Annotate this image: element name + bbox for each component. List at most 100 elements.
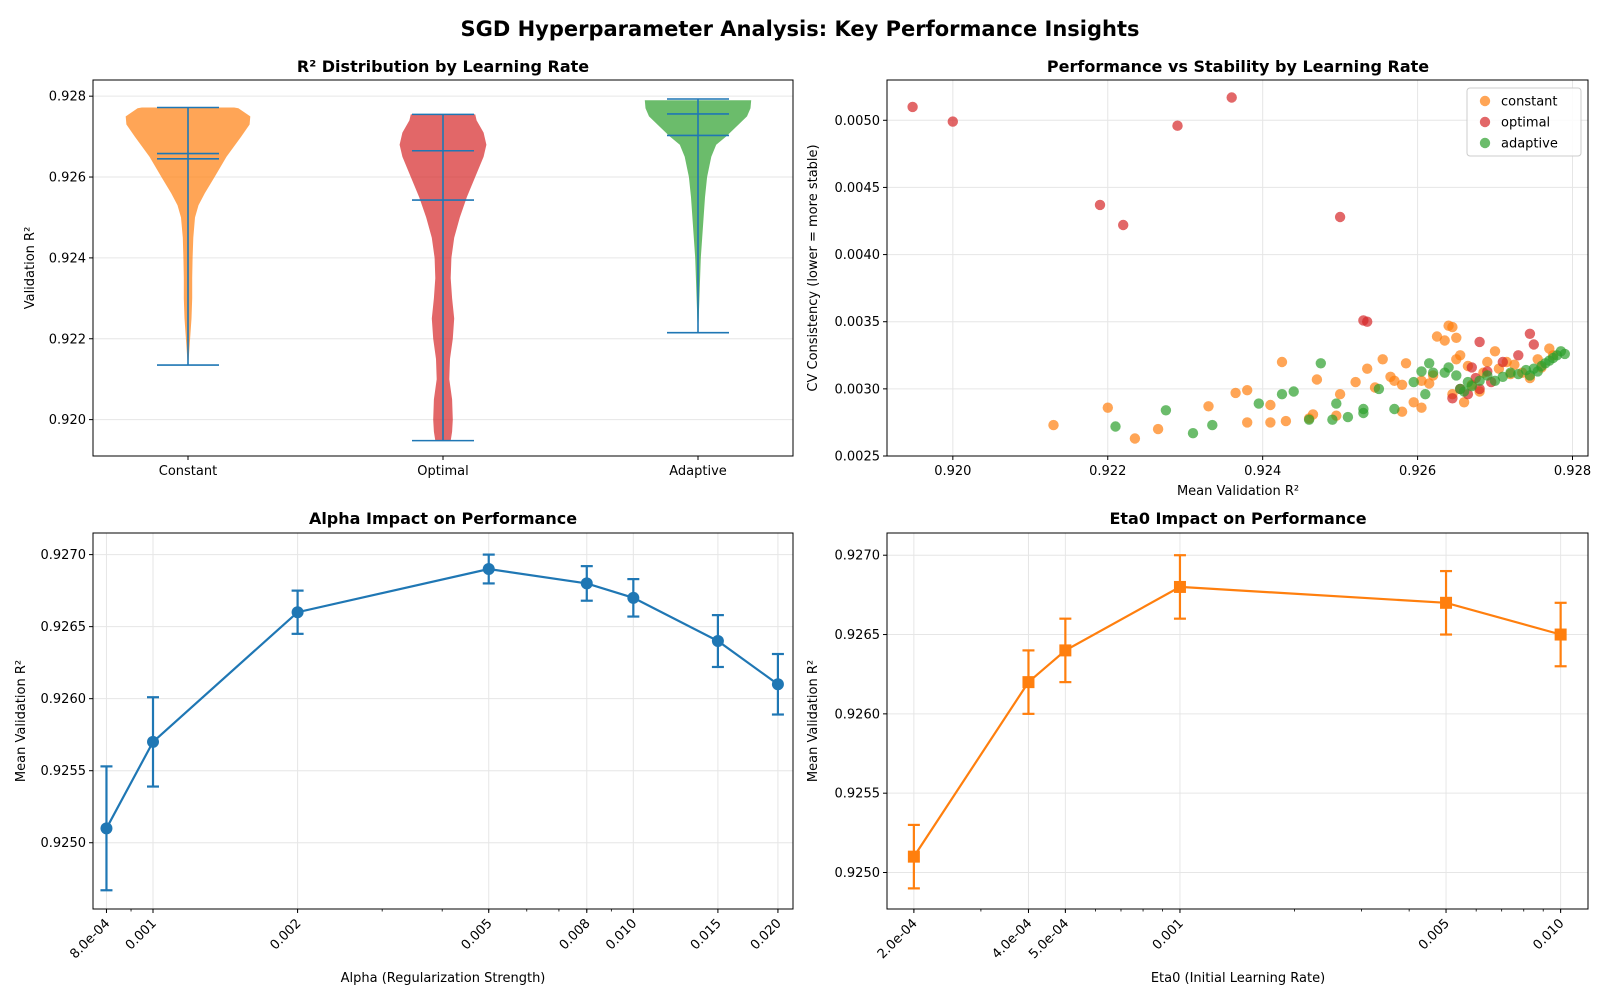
- scatter-ylabel: CV Consistency (lower = more stable): [806, 144, 821, 391]
- alpha-axes-frame: [92, 532, 794, 910]
- scatter-point-constant: [1311, 374, 1323, 385]
- scatter-point-adaptive: [1489, 375, 1501, 386]
- scatter-point-adaptive: [1331, 398, 1342, 409]
- scatter-point-optimal: [947, 116, 958, 127]
- scatter-point-constant: [1451, 332, 1462, 343]
- alpha-point: [291, 606, 304, 619]
- alpha-ytick-label: 0.9270: [41, 548, 87, 563]
- scatter-point-optimal: [1362, 316, 1373, 327]
- scatter-point-constant: [1389, 375, 1400, 386]
- scatter-point-constant: [1455, 350, 1466, 361]
- alpha-point: [627, 591, 640, 604]
- scatter-point-optimal: [1172, 120, 1183, 131]
- scatter-point-optimal: [907, 101, 918, 113]
- scatter-point-adaptive: [1474, 375, 1485, 386]
- figure-suptitle: SGD Hyperparameter Analysis: Key Perform…: [460, 17, 1139, 41]
- scatter-point-constant: [1276, 356, 1288, 368]
- alpha-xlabel: Alpha (Regularization Strength): [341, 971, 546, 986]
- scatter-point-constant: [1334, 389, 1346, 400]
- alpha-xtick-label: 0.005: [459, 916, 496, 953]
- eta0-ytick-label: 0.9265: [835, 628, 881, 643]
- scatter-point-adaptive: [1207, 419, 1218, 431]
- alpha-point: [771, 678, 784, 691]
- scatter-point-adaptive: [1416, 366, 1427, 377]
- alpha-series-line: [105, 567, 779, 829]
- scatter-point-constant: [1400, 358, 1412, 369]
- scatter-point-adaptive: [1110, 421, 1121, 432]
- scatter-point-adaptive: [1187, 428, 1199, 439]
- scatter-point-constant: [1152, 423, 1164, 435]
- scatter-point-constant: [1509, 359, 1520, 370]
- scatter-point-optimal: [1528, 339, 1540, 350]
- scatter-point-adaptive: [1497, 371, 1509, 382]
- violin-ytick-label: 0.922: [49, 332, 86, 347]
- scatter-point-adaptive: [1160, 405, 1172, 416]
- eta0-xtick-label: 5.0e-04: [1026, 916, 1072, 962]
- alpha-point: [100, 822, 113, 835]
- scatter-ytick-label: 0.0040: [835, 248, 881, 263]
- scatter-point-constant: [1416, 402, 1427, 413]
- alpha-point: [147, 735, 160, 748]
- eta0-axes-frame: [886, 532, 1589, 910]
- eta0-xtick-label: 2.0e-04: [875, 916, 921, 962]
- violin-xtick-label: Constant: [159, 464, 217, 479]
- scatter-legend-box: [1466, 87, 1582, 157]
- alpha-xtick-label: 0.008: [557, 916, 594, 953]
- eta0-xlabel: Eta0 (Initial Learning Rate): [1151, 971, 1325, 986]
- panel-violin: R² Distribution by Learning Rate 0.920 0.…: [23, 57, 794, 479]
- scatter-point-adaptive: [1358, 403, 1369, 415]
- scatter-point-optimal: [1513, 350, 1524, 361]
- scatter-legend-label-constant: constant: [1501, 95, 1558, 110]
- scatter-ytick-label: 0.0030: [835, 382, 881, 397]
- violin-ytick-label: 0.920: [49, 413, 86, 428]
- violin-xtick-label: Optimal: [417, 464, 468, 479]
- violin-ytick-label: 0.926: [49, 171, 86, 186]
- alpha-xtick-label: 0.001: [123, 916, 160, 953]
- scatter-legend-label-optimal: optimal: [1501, 116, 1550, 131]
- violin-ylabel: Validation R²: [23, 227, 38, 310]
- scatter-point-adaptive: [1303, 414, 1315, 425]
- alpha-point: [711, 635, 724, 648]
- scatter-xlabel: Mean Validation R²: [1177, 484, 1299, 499]
- alpha-point: [482, 563, 495, 576]
- alpha-ytick-label: 0.9260: [41, 692, 87, 707]
- alpha-ytick-label: 0.9265: [41, 620, 87, 635]
- scatter-point-constant: [1265, 417, 1276, 428]
- violin-title: R² Distribution by Learning Rate: [297, 57, 589, 76]
- scatter-point-constant: [1048, 419, 1059, 431]
- scatter-legend: constant optimal adaptive: [1466, 87, 1582, 157]
- alpha-xtick-label: 0.002: [268, 916, 305, 953]
- scatter-point-constant: [1350, 376, 1361, 388]
- alpha-title: Alpha Impact on Performance: [309, 509, 577, 528]
- eta0-xtick-label: 0.010: [1531, 916, 1568, 953]
- scatter-point-constant: [1265, 399, 1276, 411]
- scatter-point-optimal: [1497, 356, 1509, 368]
- violin-ytick-label: 0.924: [49, 251, 86, 266]
- scatter-point-adaptive: [1420, 389, 1431, 400]
- scatter-point-adaptive: [1276, 389, 1288, 400]
- scatter-point-adaptive: [1427, 367, 1439, 378]
- scatter-point-adaptive: [1253, 398, 1265, 409]
- scatter-ytick-label: 0.0025: [835, 450, 881, 465]
- scatter-point-adaptive: [1443, 362, 1454, 373]
- eta0-title: Eta0 Impact on Performance: [1109, 509, 1366, 528]
- eta0-ylabel: Mean Validation R²: [806, 660, 821, 782]
- scatter-point-adaptive: [1466, 381, 1478, 392]
- alpha-ytick-label: 0.9255: [41, 764, 87, 779]
- scatter-xtick-label: 0.920: [934, 464, 971, 479]
- scatter-point-constant: [1203, 401, 1214, 412]
- panel-eta0: Eta0 Impact on Performance 0.9250 0.9255 0…: [806, 509, 1589, 986]
- eta0-xtick-label: 0.001: [1150, 916, 1187, 953]
- eta0-point: [1173, 580, 1186, 593]
- scatter-point-optimal: [1474, 336, 1485, 348]
- scatter-point-constant: [1280, 415, 1292, 427]
- alpha-ylabel: Mean Validation R²: [14, 660, 29, 782]
- eta0-ytick-label: 0.9260: [835, 707, 881, 722]
- violin-xtick-label: Adaptive: [669, 464, 727, 479]
- scatter-point-constant: [1482, 356, 1493, 368]
- scatter-point-optimal: [1118, 219, 1129, 231]
- violin-ytick-label: 0.928: [49, 90, 86, 105]
- scatter-point-optimal: [1334, 211, 1346, 223]
- scatter-point-constant: [1230, 387, 1241, 399]
